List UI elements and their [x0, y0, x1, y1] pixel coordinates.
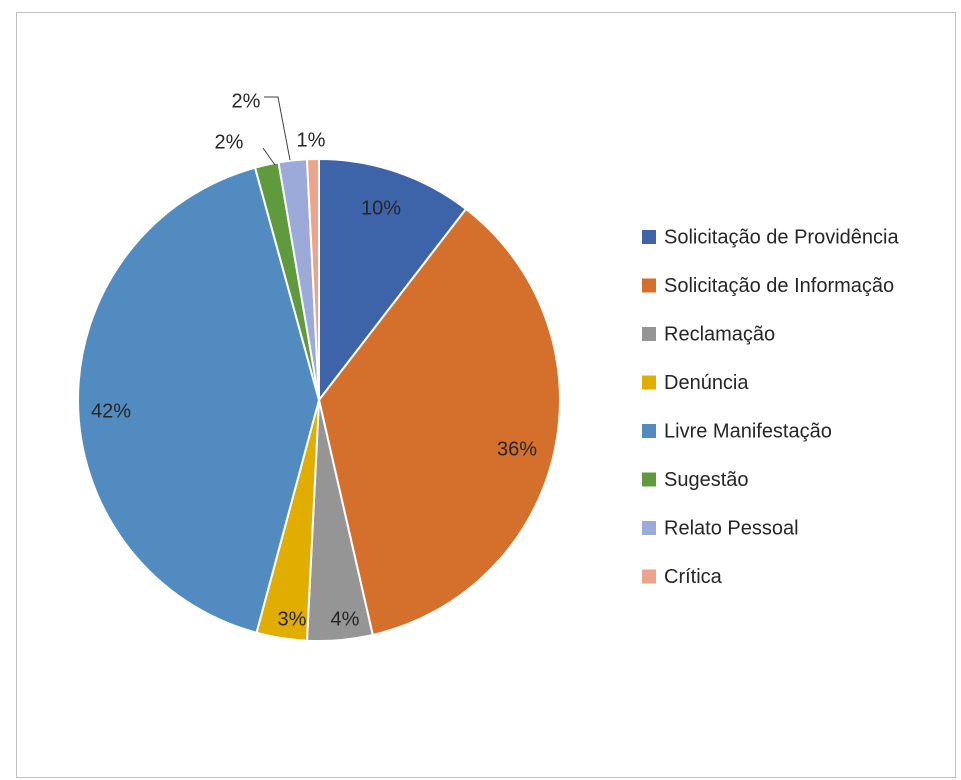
legend-item-critica: Crítica: [642, 566, 723, 588]
legend-swatch: [642, 424, 656, 438]
legend-item-solicitacao-de-informacao: Solicitação de Informação: [642, 275, 894, 297]
legend-label: Relato Pessoal: [664, 517, 799, 539]
legend-item-livre-manifestacao: Livre Manifestação: [642, 420, 832, 442]
legend-label: Sugestão: [664, 469, 749, 491]
pie-slice-livre-manifestacao: [77, 166, 321, 634]
legend-swatch: [642, 278, 656, 293]
data-label-critica: 1%: [297, 129, 326, 151]
legend-item-solicitacao-de-providencia: Solicitação de Providência: [642, 226, 899, 248]
pie-slice-solicitacao-de-informacao: [317, 207, 561, 637]
data-label-reclamacao: 4%: [331, 608, 360, 630]
legend-item-sugestao: Sugestão: [642, 469, 749, 491]
legend-label: Solicitação de Providência: [664, 226, 899, 248]
pie-slice-critica: [305, 157, 320, 401]
pie-slice-solicitacao-de-providencia: [318, 157, 468, 403]
data-label-solicitacao-de-providencia: 10%: [361, 197, 401, 219]
legend-item-denuncia: Denúncia: [642, 372, 749, 394]
legend-label: Livre Manifestação: [664, 420, 832, 442]
legend-label: Reclamação: [664, 323, 775, 345]
legend-label: Denúncia: [664, 372, 749, 394]
legend-label: Solicitação de Informação: [664, 275, 894, 297]
legend-label: Crítica: [664, 566, 723, 588]
data-label-solicitacao-de-informacao: 36%: [497, 438, 537, 460]
leader-line-relato-pessoal: [264, 96, 291, 161]
legend-swatch: [642, 569, 656, 584]
legend-swatch: [642, 327, 656, 341]
data-label-livre-manifestacao: 42%: [91, 400, 131, 422]
legend-swatch: [642, 375, 656, 390]
legend-swatch: [642, 472, 656, 487]
legend-item-reclamacao: Reclamação: [642, 323, 775, 345]
legend-swatch: [642, 230, 656, 244]
legend-swatch: [642, 521, 656, 535]
data-label-denuncia: 3%: [278, 608, 307, 630]
data-label-sugestao: 2%: [215, 131, 244, 153]
legend-item-relato-pessoal: Relato Pessoal: [642, 517, 799, 539]
data-label-relato-pessoal: 2%: [232, 90, 261, 112]
leader-line-sugestao: [262, 147, 276, 166]
